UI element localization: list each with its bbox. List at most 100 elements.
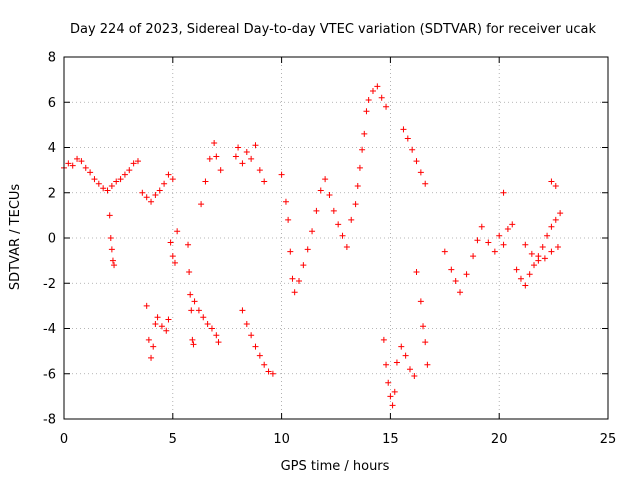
data-point [304, 246, 311, 253]
data-point [361, 130, 368, 137]
data-point [552, 182, 559, 189]
data-point [261, 361, 268, 368]
data-point [195, 307, 202, 314]
x-tick-label: 15 [382, 432, 399, 447]
data-point [106, 212, 113, 219]
data-point [211, 139, 218, 146]
data-point [413, 268, 420, 275]
data-point [485, 239, 492, 246]
y-tick-label: 8 [48, 51, 56, 66]
data-point [213, 153, 220, 160]
data-point [208, 325, 215, 332]
data-point [343, 244, 350, 251]
data-point [548, 248, 555, 255]
data-point [265, 368, 272, 375]
y-tick-label: -8 [43, 413, 56, 428]
data-point [552, 216, 559, 223]
data-point [417, 298, 424, 305]
data-point [339, 232, 346, 239]
data-point [504, 225, 511, 232]
data-point [474, 237, 481, 244]
data-point [452, 277, 459, 284]
data-point [126, 167, 133, 174]
data-point [95, 180, 102, 187]
data-point [539, 244, 546, 251]
data-point [352, 201, 359, 208]
y-tick-label: -6 [43, 367, 56, 382]
x-tick-label: 5 [169, 432, 177, 447]
data-point [389, 402, 396, 409]
plot-frame [63, 56, 609, 420]
data-point [406, 366, 413, 373]
data-point [65, 160, 72, 167]
y-tick-label: 6 [48, 96, 56, 111]
data-point [513, 266, 520, 273]
data-point [369, 87, 376, 94]
data-point [111, 262, 118, 269]
data-point [393, 359, 400, 366]
data-point [409, 146, 416, 153]
data-point [391, 388, 398, 395]
data-point [348, 216, 355, 223]
data-point [541, 255, 548, 262]
data-point [154, 314, 161, 321]
data-points [61, 83, 564, 409]
data-point [463, 271, 470, 278]
data-point [252, 343, 259, 350]
y-axis-ticks: -8 -6 -4 -2 0 2 4 6 8 [43, 51, 608, 428]
data-point [235, 144, 242, 151]
data-point [165, 316, 172, 323]
data-point [158, 323, 165, 330]
data-point [491, 248, 498, 255]
data-point [200, 314, 207, 321]
y-tick-label: 4 [48, 141, 56, 156]
data-point [187, 291, 194, 298]
data-point [198, 201, 205, 208]
data-point [169, 253, 176, 260]
data-point [383, 361, 390, 368]
data-point [289, 275, 296, 282]
data-point [356, 164, 363, 171]
data-point [385, 379, 392, 386]
data-point [113, 178, 120, 185]
data-point [557, 210, 564, 217]
data-point [509, 221, 516, 228]
data-point [359, 146, 366, 153]
data-point [554, 244, 561, 251]
data-point [202, 178, 209, 185]
data-point [171, 259, 178, 266]
y-tick-label: 2 [48, 186, 56, 201]
data-point [117, 176, 124, 183]
data-point [296, 277, 303, 284]
x-axis-label: GPS time / hours [281, 459, 390, 474]
data-point [174, 228, 181, 235]
data-point [398, 343, 405, 350]
data-point [402, 352, 409, 359]
chart-title: Day 224 of 2023, Sidereal Day-to-day VTE… [70, 22, 596, 37]
data-point [528, 250, 535, 257]
data-point [161, 180, 168, 187]
data-point [87, 169, 94, 176]
data-point [108, 182, 115, 189]
data-point [380, 336, 387, 343]
data-point [365, 96, 372, 103]
data-point [522, 241, 529, 248]
data-point [535, 257, 542, 264]
data-point [422, 180, 429, 187]
data-point [309, 228, 316, 235]
data-point [448, 266, 455, 273]
y-tick-label: -4 [43, 322, 56, 337]
data-point [215, 339, 222, 346]
data-point [500, 189, 507, 196]
data-point [526, 271, 533, 278]
data-point [134, 158, 141, 165]
data-point [189, 336, 196, 343]
data-point [243, 149, 250, 156]
data-point [78, 158, 85, 165]
data-point [457, 289, 464, 296]
data-point [213, 332, 220, 339]
y-tick-label: -2 [43, 277, 56, 292]
data-point [285, 216, 292, 223]
data-point [148, 354, 155, 361]
